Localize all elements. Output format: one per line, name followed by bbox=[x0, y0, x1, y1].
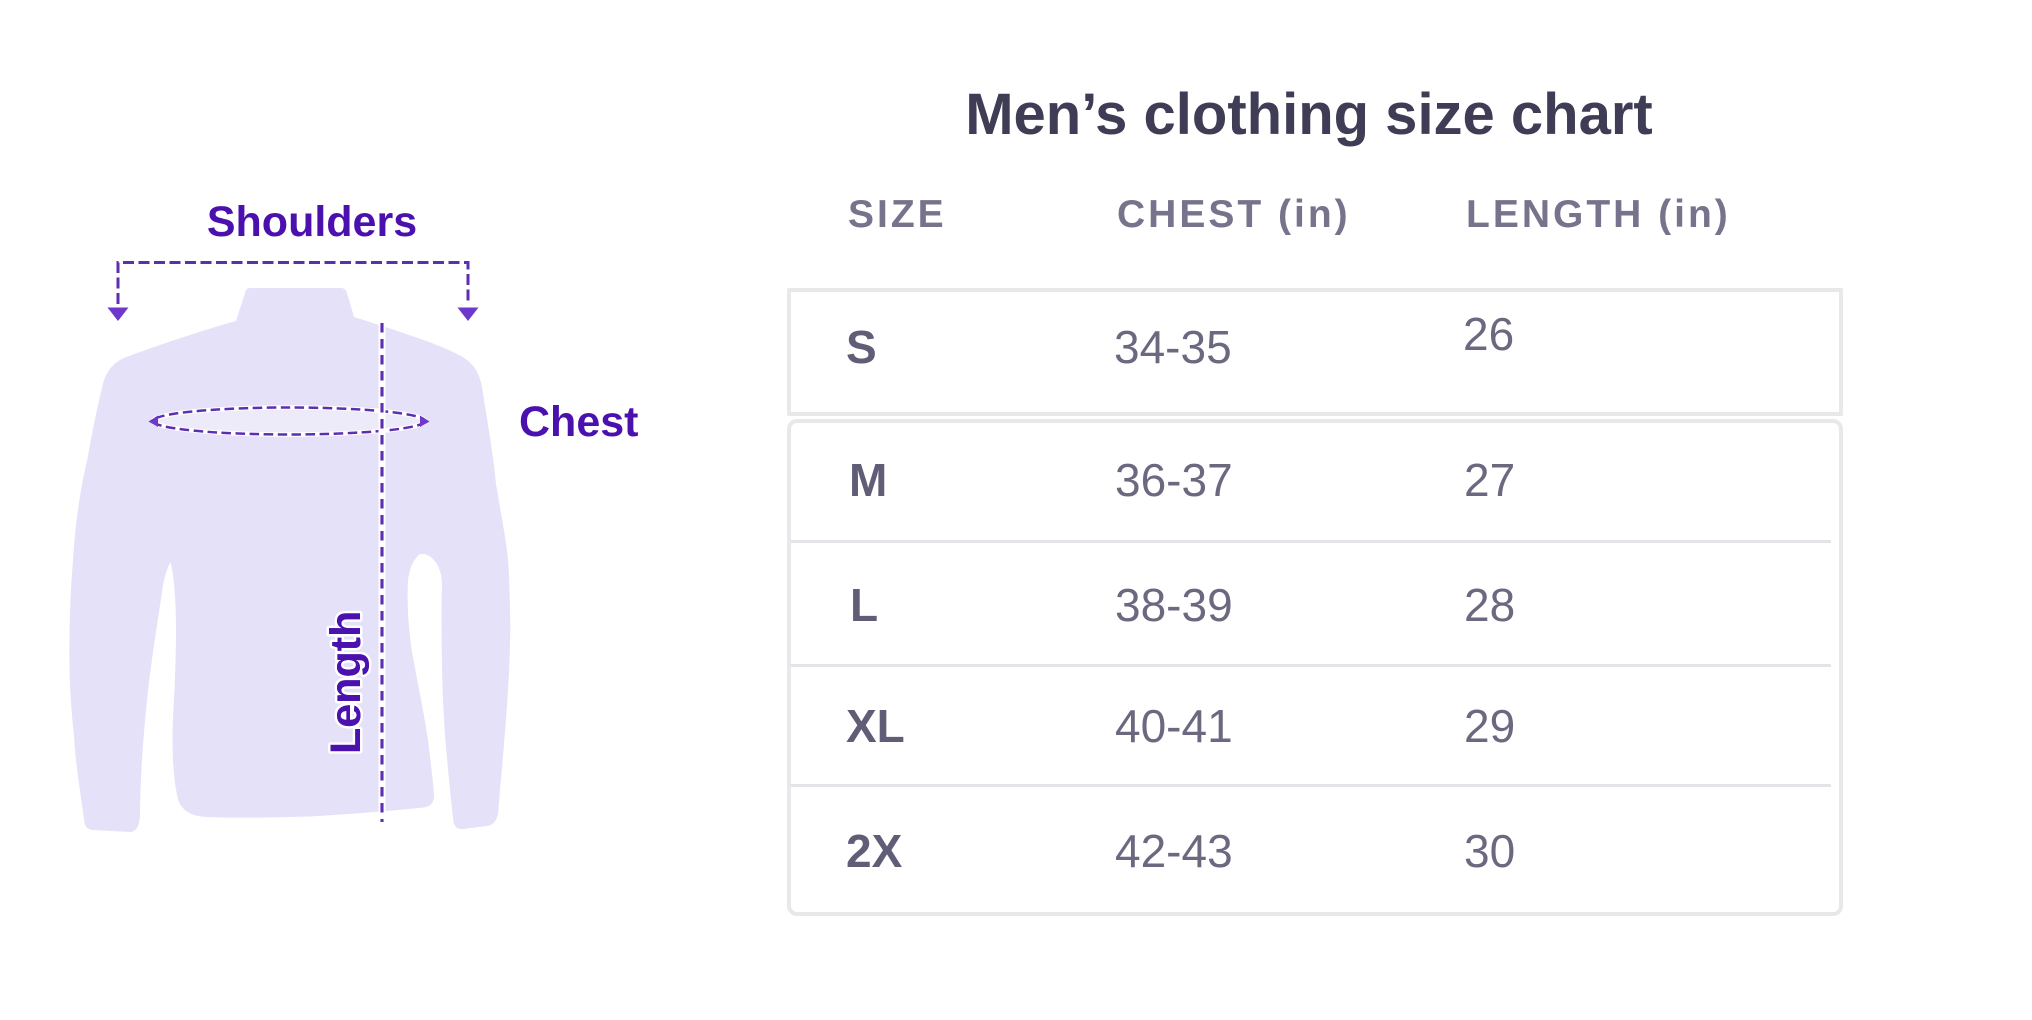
svg-text:Chest: Chest bbox=[519, 398, 638, 446]
svg-text:Length: Length bbox=[322, 611, 370, 754]
svg-text:Length: Length bbox=[322, 611, 370, 754]
svg-text:Shoulders: Shoulders bbox=[207, 198, 417, 246]
